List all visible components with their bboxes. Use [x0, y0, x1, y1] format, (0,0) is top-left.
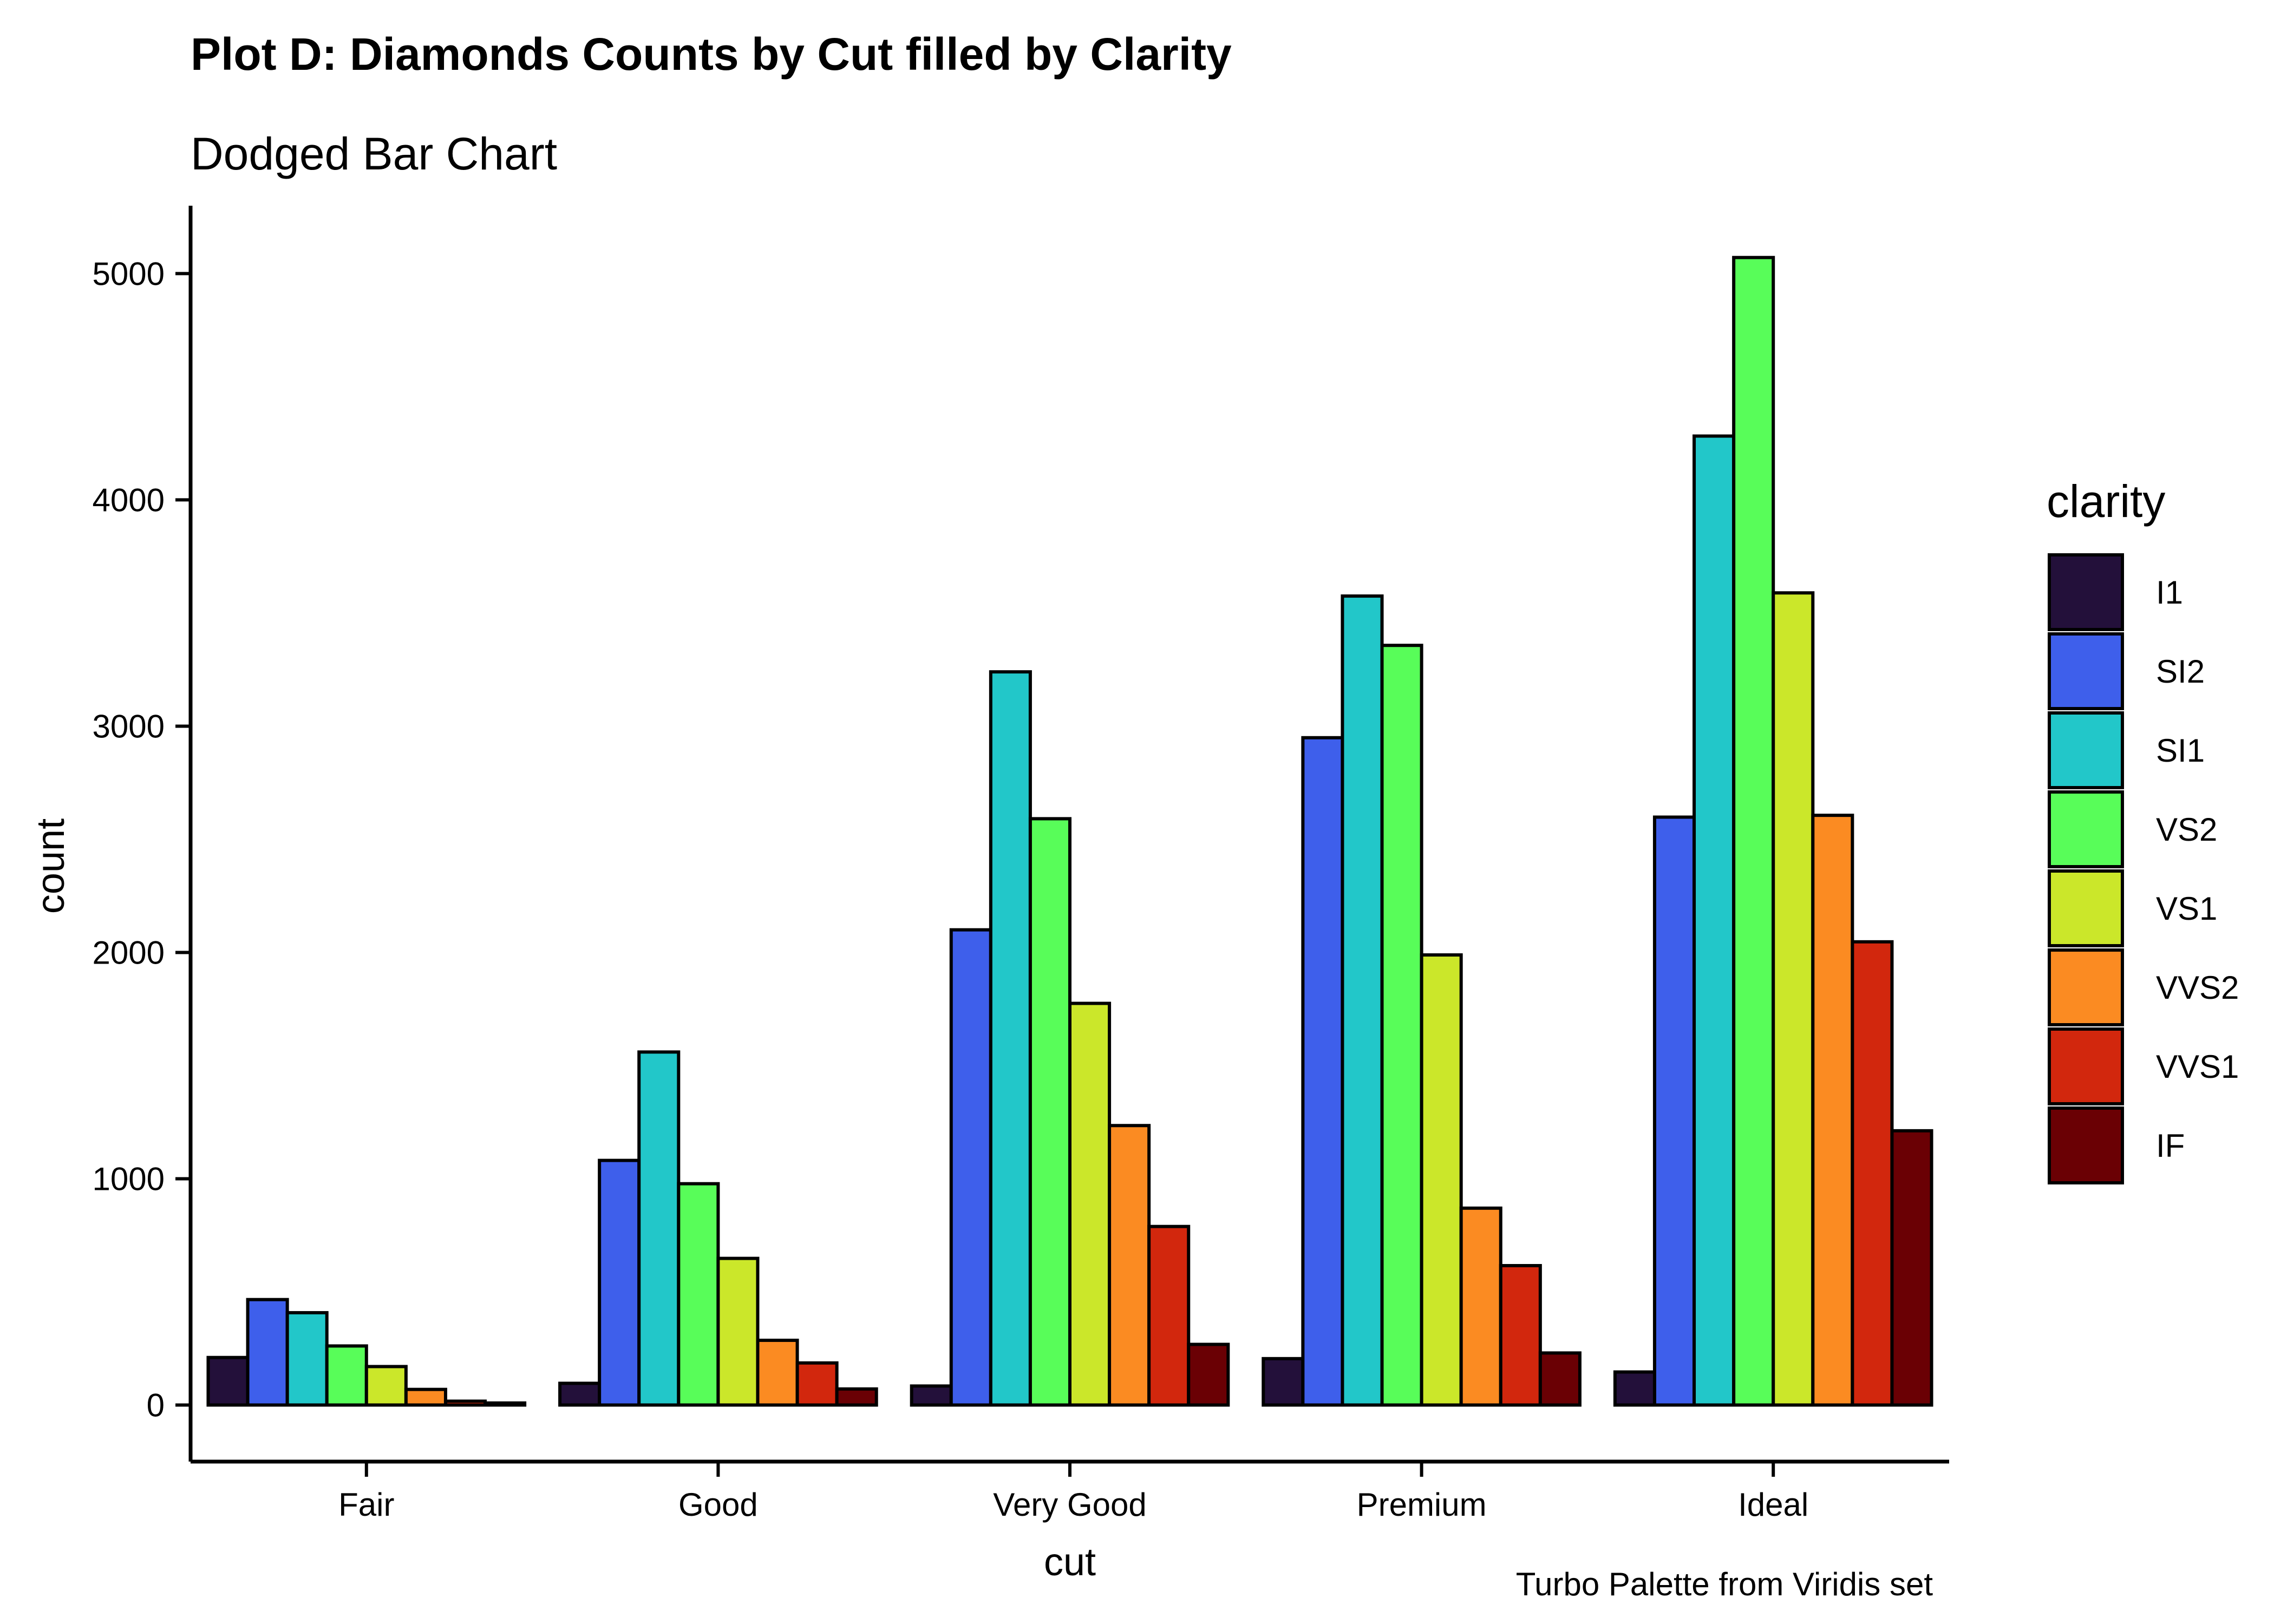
- legend-label-si1: SI1: [2156, 732, 2205, 769]
- bar-premium-i1: [1262, 1357, 1305, 1407]
- chart-caption: Turbo Palette from Viridis set: [1515, 1566, 1933, 1602]
- y-tick-label: 4000: [93, 482, 165, 518]
- legend-key-if: [2048, 1106, 2124, 1184]
- y-tick-label: 0: [147, 1387, 165, 1423]
- bar-good-si2: [598, 1158, 641, 1407]
- bar-very-good-vvs1: [1147, 1224, 1191, 1407]
- bar-ideal-i1: [1613, 1370, 1656, 1407]
- bar-good-vvs1: [795, 1361, 839, 1407]
- bar-ideal-vvs2: [1811, 814, 1854, 1407]
- x-tick-label: Very Good: [993, 1487, 1147, 1523]
- bar-premium-vs2: [1380, 644, 1423, 1407]
- bar-premium-si1: [1341, 594, 1384, 1407]
- y-tick-label: 2000: [93, 934, 165, 971]
- bar-fair-vs1: [364, 1365, 408, 1407]
- legend-key-vs2: [2048, 790, 2124, 868]
- bar-very-good-vvs2: [1108, 1124, 1151, 1407]
- y-tick-label: 5000: [93, 256, 165, 292]
- bar-fair-vs2: [325, 1344, 368, 1407]
- bar-fair-i1: [206, 1355, 250, 1407]
- legend-label-vvs1: VVS1: [2156, 1049, 2239, 1085]
- bar-ideal-if: [1890, 1129, 1933, 1407]
- bar-ideal-vs2: [1732, 256, 1775, 1407]
- y-tick-label: 3000: [93, 708, 165, 744]
- bar-very-good-i1: [910, 1384, 953, 1407]
- bar-fair-vvs1: [443, 1399, 487, 1407]
- bars-layer: [206, 256, 1933, 1407]
- bar-premium-vvs1: [1499, 1263, 1542, 1407]
- bar-fair-vvs2: [404, 1387, 447, 1407]
- x-tick-label: Ideal: [1738, 1487, 1808, 1523]
- bar-very-good-vs1: [1068, 1001, 1112, 1407]
- x-axis-title: cut: [1044, 1541, 1096, 1584]
- legend-title: clarity: [2047, 476, 2165, 527]
- y-tick-label: 1000: [93, 1161, 165, 1197]
- bar-fair-si2: [246, 1298, 289, 1407]
- bar-very-good-si2: [949, 928, 992, 1407]
- x-tick-label: Premium: [1357, 1487, 1487, 1523]
- legend-label-vs1: VS1: [2156, 890, 2217, 927]
- legend-label-i1: I1: [2156, 574, 2183, 611]
- bar-fair-si1: [285, 1311, 329, 1407]
- legend-label-vs2: VS2: [2156, 811, 2217, 848]
- bar-ideal-vvs1: [1851, 940, 1894, 1407]
- bar-ideal-si2: [1652, 815, 1696, 1407]
- bar-good-if: [835, 1387, 878, 1407]
- legend: clarity I1 SI2 SI1 VS2 VS1 VVS2 VVS1 IF: [2047, 476, 2239, 1184]
- x-tick-label: Fair: [338, 1487, 394, 1523]
- bar-premium-if: [1538, 1351, 1582, 1407]
- legend-key-vvs2: [2048, 948, 2124, 1026]
- legend-label-vvs2: VVS2: [2156, 970, 2239, 1006]
- bar-ideal-si1: [1693, 434, 1736, 1407]
- bar-very-good-if: [1187, 1343, 1230, 1407]
- legend-key-vvs1: [2048, 1027, 2124, 1105]
- bar-premium-vvs2: [1459, 1206, 1502, 1407]
- bar-premium-si2: [1301, 736, 1344, 1407]
- chart-title: Plot D: Diamonds Counts by Cut filled by…: [191, 29, 1232, 80]
- legend-key-si2: [2048, 632, 2124, 710]
- y-axis-title: count: [29, 818, 73, 914]
- bar-ideal-vs1: [1772, 591, 1815, 1407]
- bar-good-vs2: [677, 1182, 720, 1407]
- legend-key-i1: [2048, 553, 2124, 631]
- bar-very-good-si1: [989, 670, 1032, 1407]
- bar-fair-if: [483, 1401, 527, 1407]
- bar-good-i1: [558, 1381, 602, 1407]
- legend-label-if: IF: [2156, 1128, 2185, 1164]
- axes-layer: 0 1000 2000 3000 4000 5000 Fair Good Very Good Pr…: [93, 206, 1949, 1523]
- bar-premium-vs1: [1420, 953, 1463, 1407]
- legend-label-si2: SI2: [2156, 653, 2205, 690]
- x-tick-label: Good: [678, 1487, 758, 1523]
- legend-key-vs1: [2048, 869, 2124, 947]
- chart-subtitle: Dodged Bar Chart: [191, 128, 558, 179]
- bar-good-si1: [637, 1050, 681, 1407]
- bar-good-vs1: [716, 1256, 760, 1407]
- bar-very-good-vs2: [1028, 817, 1072, 1407]
- bar-good-vvs2: [756, 1338, 799, 1407]
- legend-key-si1: [2048, 711, 2124, 789]
